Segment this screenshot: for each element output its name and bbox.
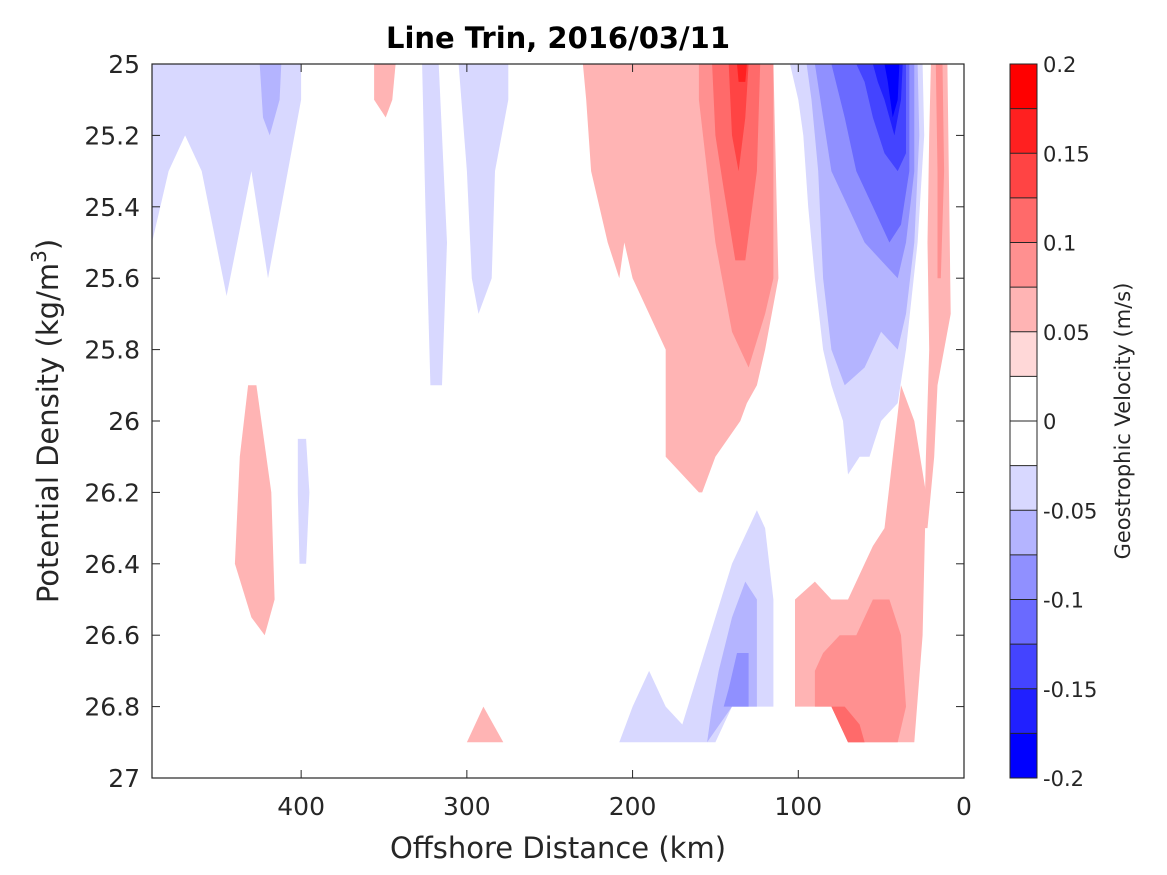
contour-region-pink-blob-430 — [234, 385, 275, 636]
y-tick-label: 26 — [108, 407, 140, 436]
colorbar-band — [1010, 153, 1037, 198]
contour-region-pink-patch-345 — [374, 64, 396, 118]
y-tick-label: 25.6 — [84, 264, 140, 293]
colorbar-band — [1010, 421, 1037, 466]
colorbar-tick-label: 0.1 — [1043, 232, 1076, 256]
colorbar-tick-label: -0.15 — [1043, 678, 1097, 702]
contour-region-pink-tri-300 — [466, 706, 504, 743]
x-tick-label: 200 — [609, 792, 657, 821]
y-tick-label: 26.6 — [84, 621, 140, 650]
y-tick-label: 25.2 — [84, 121, 140, 150]
y-tick-label: 25.4 — [84, 193, 140, 222]
contour-region-blue-blob-400 — [297, 438, 310, 564]
y-axis-label-sup: 3 — [27, 250, 51, 263]
colorbar-tick-label: 0 — [1043, 410, 1056, 434]
colorbar-tick-label: -0.1 — [1043, 589, 1084, 613]
y-tick-label: 27 — [108, 764, 140, 793]
colorbar-band — [1010, 599, 1037, 645]
colorbar-band — [1010, 108, 1037, 154]
colorbar: 0.2 0.15 0.1 0.05 0 -0.05 -0.1 -0.15 -0.2 Geostr… — [1009, 53, 1135, 791]
y-axis-label-close: ) — [31, 239, 65, 250]
colorbar-band — [1010, 510, 1037, 555]
y-axis-label-main: Potential Density (kg/m — [31, 263, 65, 603]
colorbar-tick-label: 0.2 — [1043, 53, 1076, 77]
colorbar-tick-label: -0.05 — [1043, 499, 1097, 523]
colorbar-band — [1010, 465, 1037, 511]
colorbar-label: Geostrophic Velocity (m/s) — [1111, 283, 1135, 560]
x-tick-label: 100 — [774, 792, 822, 821]
y-tick-label: 25.8 — [84, 336, 140, 365]
colorbar-band — [1010, 554, 1037, 600]
chart-title: Line Trin, 2016/03/11 — [386, 21, 730, 55]
contour-region-pink-core-100 — [712, 64, 761, 261]
colorbar-band — [1010, 331, 1037, 377]
contour-fills — [152, 64, 951, 743]
y-tick-label: 26.2 — [84, 478, 140, 507]
y-tick-label: 26.4 — [84, 550, 140, 579]
contour-region-blue-lobe-200 — [884, 64, 900, 118]
colorbar-band — [1010, 688, 1037, 734]
x-tick-label: 0 — [956, 792, 972, 821]
y-tick-label: 25 — [108, 50, 140, 79]
colorbar-frame — [1009, 63, 1038, 779]
y-axis-label: Potential Density (kg/m3) — [27, 239, 65, 603]
colorbar-bands — [1010, 64, 1037, 778]
colorbar-ticks: 0.2 0.15 0.1 0.05 0 -0.05 -0.1 -0.15 -0.2 — [1043, 53, 1097, 791]
y-tick-label: 26.8 — [84, 693, 140, 722]
colorbar-band — [1010, 644, 1037, 689]
colorbar-tick-label: 0.05 — [1043, 321, 1090, 345]
contour-region-pink-right-strip — [924, 64, 951, 529]
contour-region-blue-thin-320 — [422, 64, 447, 386]
contour-region-pink-core-150 — [737, 64, 747, 82]
colorbar-band — [1010, 64, 1037, 109]
colorbar-tick-label: 0.15 — [1043, 142, 1090, 166]
colorbar-band — [1010, 733, 1037, 778]
colorbar-band — [1010, 376, 1037, 421]
contour-region-pink-core-125 — [728, 64, 749, 172]
x-tick-label: 400 — [277, 792, 325, 821]
colorbar-tick-label: -0.2 — [1043, 767, 1084, 791]
contour-region-pink-right-075 — [935, 64, 945, 279]
contour-region-west-blue-core — [259, 64, 282, 136]
contour-region-west-blue-tongue-1 — [152, 64, 302, 296]
y-axis: 25 25.2 25.4 25.6 25.8 26 26.2 26.4 26.6 26.8 27 — [84, 50, 964, 793]
colorbar-band — [1010, 197, 1037, 243]
colorbar-band — [1010, 242, 1037, 288]
contour-region-pink-lower-100 — [831, 706, 865, 743]
x-axis-label: Offshore Distance (km) — [390, 831, 726, 865]
x-axis: 0 100 200 300 400 — [277, 64, 972, 821]
plot-area: 0 100 200 300 400 25 25.2 25.4 25.6 25.8 26 26.2 26… — [84, 50, 972, 821]
contour-region-blue-wedge-290 — [458, 64, 509, 314]
x-tick-label: 300 — [443, 792, 491, 821]
contour-region-blue-lower-100 — [723, 653, 749, 707]
colorbar-band — [1010, 287, 1037, 332]
